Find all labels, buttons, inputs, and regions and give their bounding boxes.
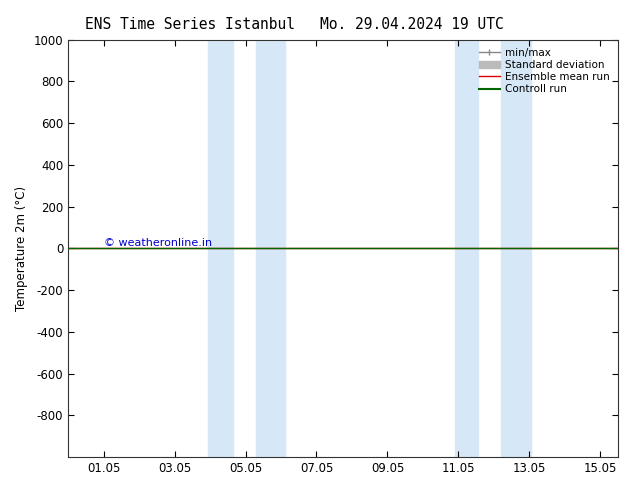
Y-axis label: Temperature 2m (°C): Temperature 2m (°C) bbox=[15, 186, 28, 311]
Bar bbox=[501, 40, 531, 457]
Text: ENS Time Series Istanbul: ENS Time Series Istanbul bbox=[85, 17, 295, 32]
Bar bbox=[208, 40, 233, 457]
Text: Mo. 29.04.2024 19 UTC: Mo. 29.04.2024 19 UTC bbox=[320, 17, 504, 32]
Bar bbox=[256, 40, 285, 457]
Bar bbox=[455, 40, 478, 457]
Legend: min/max, Standard deviation, Ensemble mean run, Controll run: min/max, Standard deviation, Ensemble me… bbox=[476, 45, 613, 98]
Text: © weatheronline.in: © weatheronline.in bbox=[103, 238, 212, 248]
